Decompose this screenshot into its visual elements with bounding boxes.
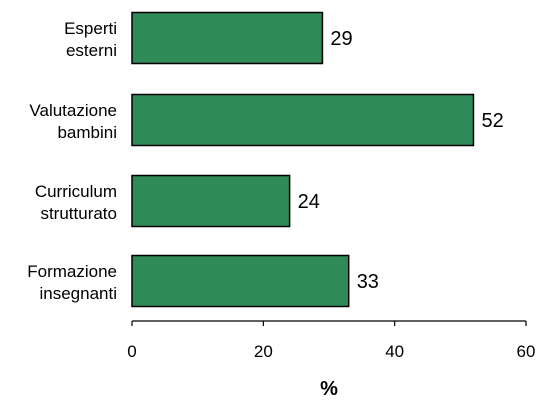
value-label-1: 52 (481, 110, 503, 132)
category-label-2-line-1: strutturato (40, 204, 117, 223)
category-labels-group: Esperti esterni Valutazione bambini Curricul… (27, 19, 117, 303)
bar-0 (131, 11, 324, 65)
value-labels-group: 29 52 24 33 (298, 28, 504, 293)
x-ticks-group: 0 20 40 60 (127, 321, 535, 361)
category-label-1: Valutazione bambini (29, 101, 117, 142)
bars-group (131, 11, 475, 308)
category-label-3-line-0: Formazione (27, 262, 117, 281)
x-tick-label-0: 0 (127, 342, 136, 361)
x-tick-label-3: 60 (517, 342, 536, 361)
category-label-3-line-1: insegnanti (39, 284, 117, 303)
bar-3 (131, 254, 350, 308)
value-label-3: 33 (357, 271, 379, 293)
value-label-2: 24 (298, 191, 320, 213)
value-label-0: 29 (330, 28, 352, 50)
category-label-1-line-0: Valutazione (29, 101, 117, 120)
x-tick-label-2: 40 (385, 342, 404, 361)
category-label-0: Esperti esterni (64, 19, 117, 60)
x-axis-title: % (320, 378, 338, 400)
x-tick-label-1: 20 (254, 342, 273, 361)
category-label-2-line-0: Curriculum (35, 182, 117, 201)
category-label-0-line-1: esterni (66, 41, 117, 60)
category-label-0-line-0: Esperti (64, 19, 117, 38)
category-label-1-line-1: bambini (57, 123, 117, 142)
category-label-3: Formazione insegnanti (27, 262, 117, 303)
category-label-2: Curriculum strutturato (35, 182, 117, 223)
bar-1 (131, 93, 475, 147)
bar-2 (131, 174, 291, 228)
